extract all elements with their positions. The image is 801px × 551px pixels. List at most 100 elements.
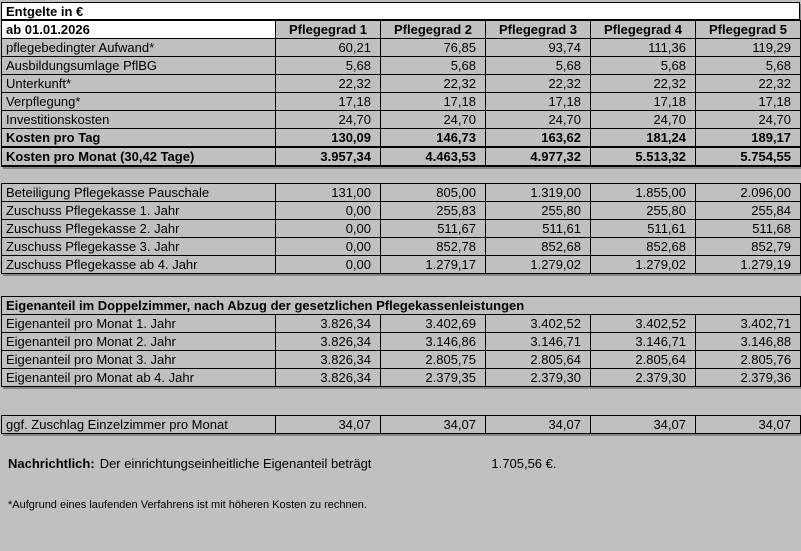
row-label: Eigenanteil pro Monat ab 4. Jahr <box>1 368 276 387</box>
column-header-pflegegrad-5: Pflegegrad 5 <box>695 20 801 39</box>
value-cell: 3.402,69 <box>380 314 486 333</box>
value-cell: 189,17 <box>695 128 801 148</box>
value-cell: 3.146,86 <box>380 332 486 351</box>
value-cell: 34,07 <box>485 415 591 434</box>
value-cell: 17,18 <box>590 92 696 111</box>
value-cell: 3.402,52 <box>485 314 591 333</box>
value-cell: 4.463,53 <box>380 146 486 167</box>
table-row: Eigenanteil pro Monat 2. Jahr 3.826,34 3.1… <box>1 332 801 351</box>
value-cell: 34,07 <box>275 415 381 434</box>
table-row: Zuschuss Pflegekasse 2. Jahr 0,00 511,67 51… <box>1 219 801 238</box>
value-cell: 2.379,35 <box>380 368 486 387</box>
value-cell: 511,67 <box>380 219 486 238</box>
table-row: pflegebedingter Aufwand* 60,21 76,85 93,74 1… <box>1 38 801 57</box>
row-label: Beteiligung Pflegekasse Pauschale <box>1 183 276 202</box>
row-label: Zuschuss Pflegekasse 3. Jahr <box>1 237 276 256</box>
row-label: Ausbildungsumlage PflBG <box>1 56 276 75</box>
value-cell: 5,68 <box>380 56 486 75</box>
table-row: Eigenanteil pro Monat 1. Jahr 3.826,34 3.4… <box>1 314 801 333</box>
spacer <box>1 167 800 183</box>
value-cell: 852,68 <box>485 237 591 256</box>
value-cell: 1.319,00 <box>485 183 591 202</box>
value-cell: 22,32 <box>275 74 381 93</box>
value-cell: 852,79 <box>695 237 801 256</box>
column-header-pflegegrad-4: Pflegegrad 4 <box>590 20 696 39</box>
value-cell: 119,29 <box>695 38 801 57</box>
column-header-pflegegrad-1: Pflegegrad 1 <box>275 20 381 39</box>
row-label: pflegebedingter Aufwand* <box>1 38 276 57</box>
table-row: Ausbildungsumlage PflBG 5,68 5,68 5,68 5,68 5… <box>1 56 801 75</box>
value-cell: 17,18 <box>380 92 486 111</box>
table-row: Verpflegung* 17,18 17,18 17,18 17,18 17,18 <box>1 92 801 111</box>
row-label: Zuschuss Pflegekasse 2. Jahr <box>1 219 276 238</box>
value-cell: 2.805,75 <box>380 350 486 369</box>
value-cell: 5,68 <box>590 56 696 75</box>
table-row: Beteiligung Pflegekasse Pauschale 131,00 8… <box>1 183 801 202</box>
value-cell: 1.279,02 <box>590 255 696 274</box>
value-cell: 5.513,32 <box>590 146 696 167</box>
value-cell: 5,68 <box>275 56 381 75</box>
note-label: Nachrichtlich: <box>8 456 95 471</box>
row-label: Unterkunft* <box>1 74 276 93</box>
row-label: Verpflegung* <box>1 92 276 111</box>
value-cell: 3.402,71 <box>694 314 801 333</box>
daily-costs-table: ab 01.01.2026 Pflegegrad 1 Pflegegrad 2 … <box>1 20 801 167</box>
footnote: *Aufgrund eines laufenden Verfahrens ist… <box>8 499 367 511</box>
row-label: Eigenanteil pro Monat 1. Jahr <box>1 314 276 333</box>
value-cell: 0,00 <box>275 201 381 220</box>
subsidies-table: Beteiligung Pflegekasse Pauschale 131,00 8… <box>1 183 801 274</box>
value-cell: 3.826,34 <box>275 314 381 333</box>
column-header-pflegegrad-3: Pflegegrad 3 <box>485 20 591 39</box>
table-row: Eigenanteil pro Monat ab 4. Jahr 3.826,34… <box>1 368 801 387</box>
value-cell: 3.826,34 <box>275 350 381 369</box>
row-label: ggf. Zuschlag Einzelzimmer pro Monat <box>1 415 276 434</box>
fee-sheet: Entgelte in € ab 01.01.2026 Pflegegrad 1… <box>0 2 801 511</box>
value-cell: 17,18 <box>275 92 381 111</box>
value-cell: 17,18 <box>485 92 591 111</box>
effective-date-header: ab 01.01.2026 <box>1 20 276 39</box>
value-cell: 22,32 <box>590 74 696 93</box>
note-line: Nachrichtlich: Der einrichtungseinheitli… <box>1 456 800 471</box>
table-row: Investitionskosten 24,70 24,70 24,70 24,70 24… <box>1 110 801 129</box>
table-row: Zuschuss Pflegekasse 3. Jahr 0,00 852,78 85… <box>1 237 801 256</box>
value-cell: 5,68 <box>695 56 801 75</box>
value-cell: 2.379,36 <box>694 368 801 387</box>
value-cell: 5.754,55 <box>695 146 801 167</box>
value-cell: 2.805,64 <box>590 350 696 369</box>
value-cell: 255,80 <box>485 201 591 220</box>
value-cell: 511,61 <box>590 219 696 238</box>
table-row: Eigenanteil pro Monat 3. Jahr 3.826,34 2.8… <box>1 350 801 369</box>
value-cell: 0,00 <box>275 237 381 256</box>
value-cell: 3.146,71 <box>485 332 591 351</box>
value-cell: 511,68 <box>695 219 801 238</box>
value-cell: 24,70 <box>695 110 801 129</box>
value-cell: 1.279,17 <box>380 255 486 274</box>
value-cell: 34,07 <box>590 415 696 434</box>
value-cell: 131,00 <box>275 183 381 202</box>
value-cell: 163,62 <box>485 128 591 148</box>
value-cell: 2.096,00 <box>695 183 801 202</box>
row-label: Kosten pro Monat (30,42 Tage) <box>1 146 276 167</box>
table-row: Unterkunft* 22,32 22,32 22,32 22,32 22,32 <box>1 74 801 93</box>
own-share-heading-row: Eigenanteil im Doppelzimmer, nach Abzug … <box>0 296 801 315</box>
own-share-heading: Eigenanteil im Doppelzimmer, nach Abzug … <box>0 296 801 315</box>
column-header-pflegegrad-2: Pflegegrad 2 <box>380 20 486 39</box>
value-cell: 146,73 <box>380 128 486 148</box>
value-cell: 852,78 <box>380 237 486 256</box>
value-cell: 3.146,88 <box>694 332 801 351</box>
single-room-table: ggf. Zuschlag Einzelzimmer pro Monat 34,0… <box>1 415 801 434</box>
row-label: Eigenanteil pro Monat 3. Jahr <box>1 350 276 369</box>
note-amount: 1.705,56 €. <box>491 456 557 471</box>
value-cell: 2.379,30 <box>485 368 591 387</box>
value-cell: 1.279,02 <box>485 255 591 274</box>
value-cell: 3.826,34 <box>275 368 381 387</box>
value-cell: 2.379,30 <box>590 368 696 387</box>
value-cell: 2.805,64 <box>485 350 591 369</box>
note-text: Der einrichtungseinheitliche Eigenanteil… <box>99 456 372 471</box>
row-label: Kosten pro Tag <box>1 128 276 148</box>
row-label: Zuschuss Pflegekasse ab 4. Jahr <box>1 255 276 274</box>
value-cell: 93,74 <box>485 38 591 57</box>
value-cell: 2.805,76 <box>694 350 801 369</box>
value-cell: 852,68 <box>590 237 696 256</box>
value-cell: 255,80 <box>590 201 696 220</box>
